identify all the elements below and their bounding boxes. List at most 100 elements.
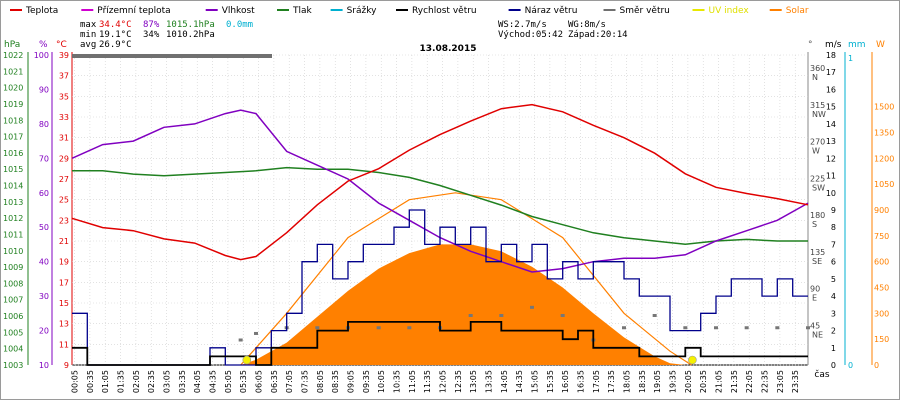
tick-label-temperature: 13 [59,320,69,329]
tick-label-solar: 1050 [874,180,894,189]
tick-label-time: 18:05 [623,370,632,393]
tick-label-time: 05:05 [224,370,233,393]
tick-label-time: 05:35 [239,370,248,393]
tick-label-direction-name: NW [812,110,826,119]
tick-label-time: 06:35 [270,370,279,393]
tick-label-wind: 15 [826,103,836,112]
wind-direction-point [806,326,810,330]
stat-avg-temp: 26.9°C [99,40,132,50]
tick-label-time: 16:35 [577,370,586,393]
tick-label-pressure: 1019 [3,100,23,109]
tick-label-solar: 0 [874,361,879,370]
tick-label-time: 07:05 [285,370,294,393]
tick-label-wind: 9 [831,206,836,215]
tick-label-temperature: 15 [59,299,69,308]
legend-label: Rychlost větru [412,6,477,16]
tick-label-humidity: 80 [39,120,49,129]
tick-label-solar: 450 [874,284,889,293]
tick-label-direction-name: W [812,147,820,156]
tick-label-time: 09:35 [362,370,371,393]
wind-gust-line [72,209,808,366]
stat-max-press: 1015.1hPa [166,20,215,30]
tick-label-direction-name: N [812,73,818,82]
tick-label-time: 14:05 [500,370,509,393]
tick-label-temperature: 31 [59,134,69,143]
legend-label: Vlhkost [222,6,255,16]
tick-label-pressure: 1014 [3,182,23,191]
tick-label-wind: 4 [831,292,836,301]
tick-label-temperature: 37 [59,72,69,81]
pressure-line [72,166,808,246]
tick-label-pressure: 1005 [3,328,23,337]
wind-direction-point [775,326,780,330]
tick-label-pressure: 1021 [3,67,23,76]
wind-direction-point [622,326,626,330]
axis-unit-solar: W [876,40,885,50]
tick-label-solar: 300 [874,309,889,318]
stat-min-temp: 19.1°C [99,30,132,40]
tick-label-time: 15:05 [531,370,540,393]
tick-label-time: 11:05 [408,370,417,393]
tick-label-pressure: 1004 [3,345,23,354]
tick-label-time: 19:35 [669,370,678,393]
tick-label-time: 23:35 [791,370,800,393]
tick-label-time: 01:35 [117,370,126,393]
tick-label-wind: 14 [826,120,836,129]
stat-ws: WS:2.7m/s [498,20,547,30]
tick-label-pressure: 1010 [3,247,23,256]
tick-label-time: 00:05 [71,370,80,393]
tick-label-time: 04:35 [209,370,218,393]
legend-label: Solar [786,6,809,16]
tick-label-direction: 225 [810,174,825,183]
tick-label-time: 21:05 [715,370,724,393]
tick-label-humidity: 30 [39,292,49,301]
tick-label-wind: 8 [831,223,836,232]
tick-label-time: 10:05 [377,370,386,393]
tick-label-wind: 12 [826,154,836,163]
tick-label-direction: 90 [810,285,820,294]
tick-label-humidity: 100 [34,51,49,60]
tick-label-pressure: 1007 [3,296,23,305]
wind-direction-point [254,331,258,335]
tick-label-temperature: 39 [59,51,69,60]
tick-label-wind: 11 [826,172,836,181]
tick-label-humidity: 40 [39,258,49,267]
wind-direction-point [714,326,718,330]
tick-label-time: 02:35 [147,370,156,393]
tick-label-time: 16:05 [561,370,570,393]
tick-label-time: 00:35 [86,370,95,393]
stat-max-hum: 87% [143,20,160,30]
tick-label-humidity: 10 [39,361,49,370]
tick-label-pressure: 1012 [3,214,23,223]
tick-label-direction-name: E [812,294,817,303]
stat-max-temp: 34.4°C [99,20,132,30]
tick-label-time: 12:05 [439,370,448,393]
tick-label-direction-name: SE [812,257,822,266]
tick-label-direction: 135 [810,248,825,257]
tick-label-pressure: 1015 [3,165,23,174]
stat-min-hum: 34% [143,30,160,40]
tick-label-time: 17:35 [607,370,616,393]
tick-label-pressure: 1020 [3,84,23,93]
tick-label-pressure: 1018 [3,116,23,125]
tick-label-time: 03:05 [163,370,172,393]
tick-label-direction-name: S [812,220,817,229]
tick-label-pressure: 1003 [3,361,23,370]
tick-label-humidity: 90 [39,85,49,94]
tick-label-time: 21:35 [730,370,739,393]
rain-bar [72,54,272,58]
legend-label: Tlak [292,6,313,16]
tick-label-temperature: 23 [59,216,69,225]
tick-label-time: 08:05 [316,370,325,393]
wind-direction-point [315,326,320,330]
tick-label-wind: 13 [826,137,836,146]
chart-title: 13.08.2015 [420,44,477,54]
tick-label-pressure: 1006 [3,312,23,321]
tick-label-humidity: 70 [39,154,49,163]
tick-label-time: 13:05 [469,370,478,393]
x-axis-label: čas [814,369,829,380]
stat-avg-label: avg [80,40,96,50]
axis-unit-direction: ° [808,40,813,50]
wind-direction-point [468,314,473,317]
